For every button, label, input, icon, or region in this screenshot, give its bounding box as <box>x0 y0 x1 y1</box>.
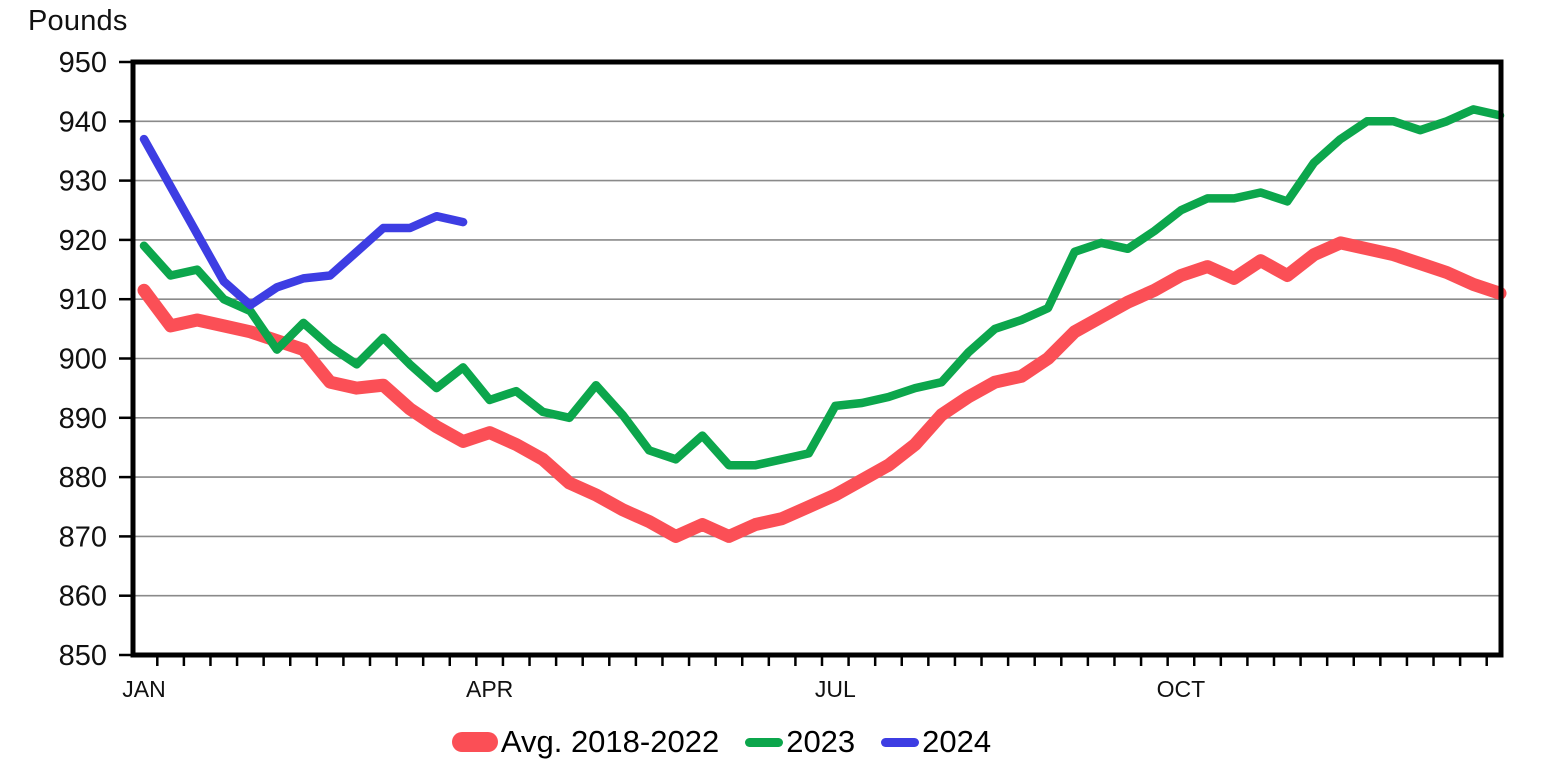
y-tick-label-910: 910 <box>59 284 107 316</box>
y-tick-label-870: 870 <box>59 521 107 553</box>
y-tick-label-900: 900 <box>59 344 107 376</box>
gridlines <box>133 120 1501 597</box>
series-line-2023 <box>139 105 1505 470</box>
axes <box>119 59 1504 666</box>
x-axis-label-jan: JAN <box>122 676 165 702</box>
series-line-avg-2018-2022 <box>137 236 1507 543</box>
y-tick-label-880: 880 <box>59 462 107 494</box>
legend-label-avg-2018-2022: Avg. 2018-2022 <box>500 724 720 759</box>
legend-item-avg-2018-2022: Avg. 2018-2022 <box>451 724 720 760</box>
data-series <box>137 105 1507 543</box>
y-tick-label-940: 940 <box>59 106 107 138</box>
x-axis-label-apr: APR <box>466 676 513 702</box>
y-tick-label-930: 930 <box>59 166 107 198</box>
y-tick-label-890: 890 <box>59 403 107 435</box>
x-axis-label-oct: OCT <box>1157 676 1206 702</box>
legend-swatch-avg-2018-2022-icon <box>451 732 498 752</box>
legend-label-2023: 2023 <box>786 724 856 759</box>
legend-item-2024: 2024 <box>881 724 991 760</box>
legend-label-2024: 2024 <box>922 724 992 759</box>
series-line-2024 <box>139 134 468 310</box>
y-tick-label-920: 920 <box>59 225 107 257</box>
y-tick-label-860: 860 <box>59 581 107 613</box>
legend-swatch-2023-icon <box>745 737 784 747</box>
y-axis-title: Pounds <box>28 5 128 37</box>
legend-item-2023: 2023 <box>745 724 855 760</box>
y-tick-label-950: 950 <box>59 47 107 79</box>
weights-line-chart: 850 860 870 880 890 900 910 920 930 940 950 JAN APR J… <box>59 47 1507 702</box>
legend-swatch-2024-icon <box>881 737 920 747</box>
y-tick-label-850: 850 <box>59 640 107 672</box>
axis-labels: 850 860 870 880 890 900 910 920 930 940 950 JAN APR J… <box>59 47 1206 702</box>
x-axis-label-jul: JUL <box>815 676 856 702</box>
plot-border <box>130 59 1504 658</box>
legend: Avg. 2018-2022 2023 2024 <box>0 712 1501 772</box>
